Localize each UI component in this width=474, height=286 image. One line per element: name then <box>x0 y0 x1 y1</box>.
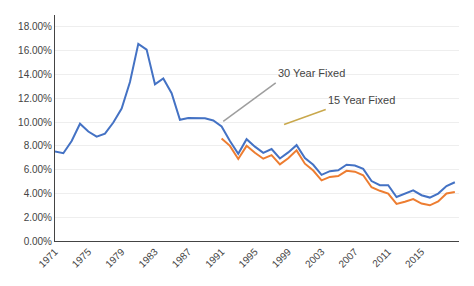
svg-text:1999: 1999 <box>270 246 294 270</box>
svg-text:2003: 2003 <box>303 246 327 270</box>
svg-text:1987: 1987 <box>170 246 194 270</box>
svg-text:12.00%: 12.00% <box>18 93 52 104</box>
svg-text:14.00%: 14.00% <box>18 69 52 80</box>
svg-text:30 Year Fixed: 30 Year Fixed <box>278 67 345 79</box>
svg-text:6.00%: 6.00% <box>24 164 52 175</box>
svg-text:0.00%: 0.00% <box>24 236 52 247</box>
svg-text:18.00%: 18.00% <box>18 21 52 32</box>
svg-text:1979: 1979 <box>103 246 127 270</box>
svg-text:10.00%: 10.00% <box>18 117 52 128</box>
svg-text:1991: 1991 <box>203 246 227 270</box>
svg-text:1971: 1971 <box>36 246 60 270</box>
svg-text:4.00%: 4.00% <box>24 188 52 199</box>
svg-text:2007: 2007 <box>336 246 360 270</box>
svg-text:1983: 1983 <box>136 246 160 270</box>
svg-text:15 Year Fixed: 15 Year Fixed <box>328 94 395 106</box>
svg-text:2015: 2015 <box>403 246 427 270</box>
svg-text:1995: 1995 <box>236 246 260 270</box>
svg-text:2.00%: 2.00% <box>24 212 52 223</box>
svg-text:8.00%: 8.00% <box>24 140 52 151</box>
svg-text:1975: 1975 <box>70 246 94 270</box>
svg-text:16.00%: 16.00% <box>18 45 52 56</box>
svg-text:2011: 2011 <box>370 246 393 269</box>
